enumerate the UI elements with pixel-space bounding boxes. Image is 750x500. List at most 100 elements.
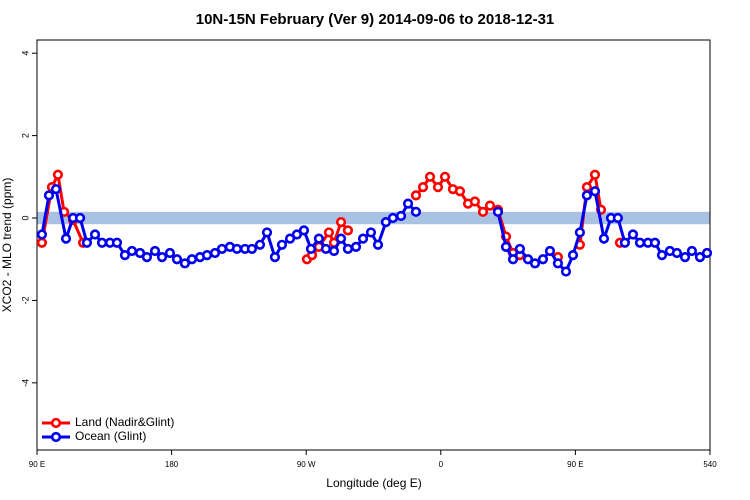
data-point: [552, 258, 564, 269]
data-point: [372, 239, 384, 250]
x-tick-label: 90 W: [297, 460, 316, 469]
data-point: [589, 169, 601, 180]
data-point: [500, 241, 512, 252]
data-point: [119, 249, 131, 261]
data-point: [581, 190, 593, 201]
y-axis-label: XCO2 - MLO trend (ppm): [0, 178, 14, 313]
data-point: [342, 225, 354, 236]
data-point: [581, 182, 593, 193]
legend-marker: [50, 417, 62, 429]
data-point: [126, 245, 138, 257]
data-point: [216, 243, 228, 255]
data-point: [365, 227, 377, 238]
data-point: [231, 243, 243, 255]
data-point: [246, 243, 258, 255]
data-point: [439, 171, 451, 182]
data-point: [424, 171, 436, 182]
data-point: [179, 258, 191, 269]
data-point: [342, 243, 354, 255]
chart-title: 10N-15N February (Ver 9) 2014-09-06 to 2…: [196, 11, 555, 28]
data-point: [492, 206, 504, 217]
data-point: [52, 169, 64, 180]
data-point: [36, 237, 48, 248]
data-point: [410, 206, 422, 217]
data-point: [81, 237, 93, 248]
data-point: [598, 233, 610, 244]
data-point: [410, 190, 422, 201]
data-point: [96, 237, 108, 248]
data-point: [529, 258, 541, 269]
data-point: [619, 237, 631, 248]
reference-band: [37, 211, 710, 225]
x-tick-label: 90 E: [29, 460, 45, 469]
data-point: [357, 233, 369, 244]
y-tick-label: 4: [20, 51, 30, 56]
data-point: [350, 241, 362, 252]
data-point: [164, 247, 176, 259]
data-point: [323, 227, 335, 238]
data-point: [627, 229, 639, 240]
data-point: [89, 229, 101, 240]
y-tick-label: 2: [20, 133, 30, 138]
data-point: [291, 229, 303, 240]
data-point: [380, 217, 392, 228]
x-axis-label: Longitude (deg E): [326, 476, 421, 490]
data-point: [201, 249, 213, 261]
data-point: [656, 249, 668, 261]
data-point: [149, 245, 161, 257]
y-tick-label: -2: [20, 296, 30, 304]
data-point: [335, 233, 347, 244]
data-point: [134, 247, 146, 259]
data-point: [522, 254, 534, 265]
data-point: [387, 212, 399, 224]
y-tick-label: -4: [20, 379, 30, 387]
data-point: [686, 245, 698, 257]
data-point: [671, 247, 683, 259]
data-point: [514, 243, 526, 255]
data-point: [507, 254, 519, 265]
data-point: [634, 237, 646, 248]
data-point: [328, 245, 340, 257]
data-point: [36, 229, 48, 240]
data-point: [74, 212, 86, 224]
data-point: [261, 227, 273, 238]
data-point: [298, 225, 310, 236]
data-point: [612, 212, 623, 224]
data-point: [395, 210, 407, 222]
data-point: [484, 200, 496, 211]
series-line: [40, 186, 418, 266]
data-point: [141, 252, 153, 263]
data-point: [111, 237, 123, 248]
data-point: [60, 233, 72, 244]
data-point: [589, 186, 601, 197]
data-point: [679, 252, 691, 263]
x-tick-label: 90 E: [567, 460, 583, 469]
data-point: [454, 186, 466, 197]
data-point: [469, 196, 480, 207]
data-point: [43, 190, 55, 201]
data-point: [269, 252, 281, 263]
x-tick-label: 180: [165, 460, 179, 469]
data-point: [335, 217, 347, 228]
data-point: [694, 252, 706, 263]
legend-label: Land (Nadir&Glint): [75, 415, 174, 429]
data-point: [537, 254, 549, 265]
data-point: [156, 252, 168, 263]
legend-label: Ocean (Glint): [75, 429, 146, 443]
legend-marker: [50, 431, 62, 443]
data-point: [574, 227, 585, 238]
data-point: [649, 237, 661, 248]
data-point: [417, 182, 429, 193]
data-point: [276, 239, 288, 250]
data-point: [209, 247, 221, 259]
data-point: [432, 182, 444, 193]
x-tick-label: 0: [439, 460, 444, 469]
data-point: [313, 233, 325, 244]
y-tick-label: 0: [20, 216, 30, 221]
data-point: [305, 243, 317, 255]
data-point: [560, 266, 572, 277]
plot-frame: [36, 39, 711, 451]
x-tick-label: 540: [703, 460, 717, 469]
data-point: [477, 206, 489, 217]
